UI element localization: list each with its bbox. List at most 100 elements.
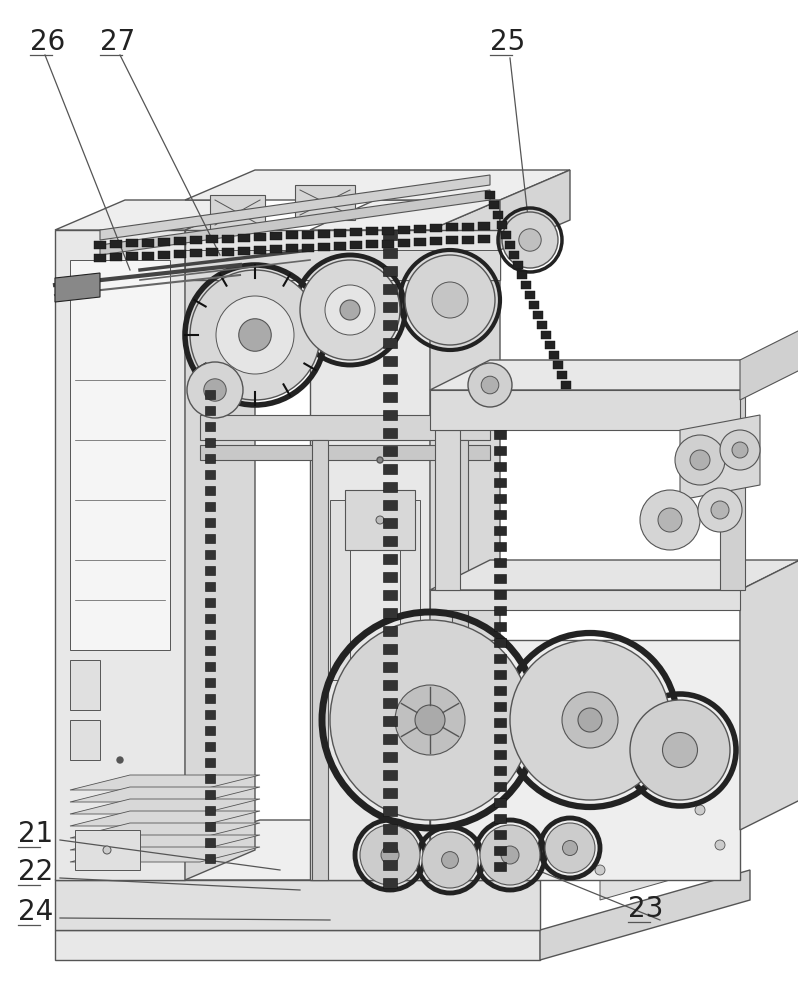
Polygon shape [740,330,798,400]
Text: 25: 25 [490,28,525,56]
Polygon shape [205,390,215,399]
Polygon shape [529,301,539,309]
Polygon shape [549,351,559,359]
Polygon shape [205,678,215,687]
Polygon shape [174,250,186,258]
Polygon shape [70,823,260,838]
Polygon shape [205,470,215,479]
Polygon shape [383,806,397,816]
Polygon shape [205,694,215,703]
Polygon shape [158,238,170,246]
Polygon shape [452,440,468,880]
Polygon shape [185,250,500,280]
Circle shape [377,457,383,463]
Circle shape [563,840,578,856]
Polygon shape [383,752,397,762]
Polygon shape [158,251,170,259]
Polygon shape [561,381,571,389]
Polygon shape [430,360,798,390]
Polygon shape [205,406,215,415]
Polygon shape [383,788,397,798]
Polygon shape [383,320,397,330]
Text: 24: 24 [18,898,53,926]
Polygon shape [383,500,397,510]
Polygon shape [533,311,543,319]
Circle shape [441,852,458,868]
Text: 21: 21 [18,820,53,848]
Polygon shape [383,824,397,834]
Polygon shape [680,415,760,500]
Polygon shape [383,410,397,420]
Polygon shape [222,248,234,256]
Polygon shape [174,237,186,245]
Polygon shape [430,237,442,245]
Polygon shape [383,860,397,870]
Polygon shape [509,251,519,259]
Circle shape [360,825,420,885]
Circle shape [340,300,360,320]
Circle shape [481,376,499,394]
Polygon shape [435,430,460,590]
Circle shape [658,508,682,532]
Polygon shape [478,222,490,230]
Polygon shape [254,233,266,241]
Polygon shape [537,321,547,329]
Polygon shape [55,273,100,302]
Polygon shape [55,820,750,880]
Polygon shape [110,253,122,261]
Polygon shape [398,239,410,247]
Polygon shape [540,870,750,960]
Polygon shape [205,518,215,527]
Polygon shape [383,518,397,528]
Circle shape [510,640,670,800]
Polygon shape [205,486,215,495]
Polygon shape [205,614,215,623]
Polygon shape [270,245,282,253]
Polygon shape [494,558,506,567]
Circle shape [395,685,465,755]
Polygon shape [525,291,535,299]
Polygon shape [478,235,490,243]
Polygon shape [286,244,298,252]
Polygon shape [494,510,506,519]
Polygon shape [142,239,154,247]
Polygon shape [205,598,215,607]
Polygon shape [382,227,394,235]
Circle shape [216,296,294,374]
Polygon shape [206,248,218,256]
Polygon shape [494,814,506,823]
Circle shape [630,700,730,800]
Polygon shape [494,590,506,599]
Circle shape [675,435,725,485]
Circle shape [711,501,729,519]
Polygon shape [383,392,397,402]
Polygon shape [205,550,215,559]
Polygon shape [286,231,298,239]
Polygon shape [513,261,523,269]
Polygon shape [430,640,740,880]
Polygon shape [200,445,490,460]
Circle shape [190,270,320,400]
Polygon shape [238,247,250,255]
Circle shape [519,229,541,251]
Polygon shape [350,241,362,249]
Polygon shape [430,390,740,430]
Polygon shape [383,302,397,312]
Circle shape [662,732,697,768]
Polygon shape [462,236,474,244]
Circle shape [501,846,519,864]
Polygon shape [206,235,218,243]
Polygon shape [205,662,215,671]
Circle shape [715,840,725,850]
Polygon shape [70,260,170,650]
Polygon shape [205,854,215,863]
Polygon shape [494,638,506,647]
Polygon shape [494,798,506,807]
Polygon shape [494,462,506,471]
Polygon shape [557,371,567,379]
Polygon shape [383,698,397,708]
Polygon shape [70,720,100,760]
Polygon shape [55,930,540,960]
Polygon shape [494,670,506,679]
Polygon shape [205,566,215,575]
